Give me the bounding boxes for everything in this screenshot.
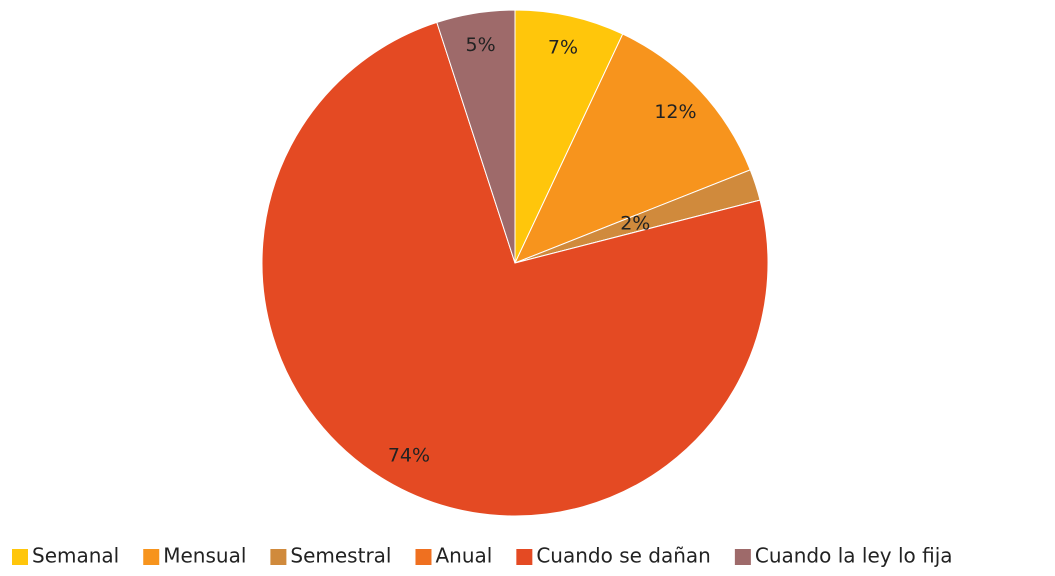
legend-label: Semestral bbox=[290, 544, 391, 568]
pie-slice bbox=[514, 9, 624, 264]
data-label: 2% bbox=[620, 212, 650, 234]
data-label: 5% bbox=[465, 34, 495, 56]
legend-swatch bbox=[516, 549, 533, 565]
legend-label: Semanal bbox=[32, 544, 119, 568]
data-label: 12% bbox=[654, 101, 696, 123]
legend-swatch bbox=[270, 549, 287, 565]
legend-swatch bbox=[12, 549, 28, 565]
pie-slice bbox=[436, 9, 516, 264]
legend-swatch bbox=[734, 549, 751, 565]
legend-label: Cuando se dañan bbox=[536, 544, 711, 568]
data-label: 74% bbox=[388, 444, 430, 466]
legend-label: Anual bbox=[435, 544, 492, 568]
legend-label: Cuando la ley lo fija bbox=[755, 544, 953, 568]
legend-label: Mensual bbox=[163, 544, 246, 568]
pie-slice bbox=[261, 21, 769, 517]
pie-slice bbox=[514, 33, 751, 264]
data-label: 7% bbox=[548, 37, 578, 59]
legend-swatch bbox=[143, 549, 160, 565]
legend-swatch bbox=[415, 549, 432, 565]
